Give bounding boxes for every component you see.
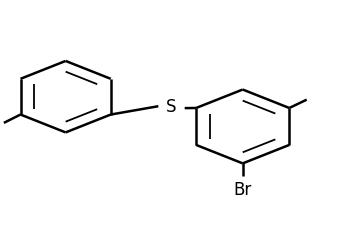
Text: Br: Br: [233, 181, 252, 199]
Text: S: S: [166, 98, 177, 116]
